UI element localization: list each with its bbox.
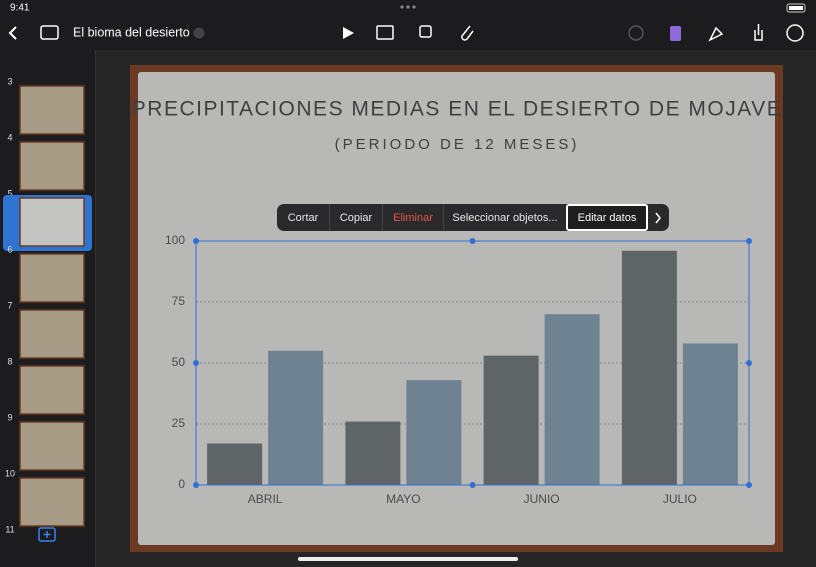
- bar: [207, 443, 263, 485]
- slide-thumbnail[interactable]: [19, 253, 85, 303]
- table-button[interactable]: [376, 25, 394, 40]
- title-menu[interactable]: [193, 27, 205, 39]
- selection-handle[interactable]: [193, 238, 199, 244]
- y-tick-label: 0: [178, 477, 185, 491]
- bar: [682, 343, 738, 485]
- context-menu: Cortar Copiar Eliminar Seleccionar objet…: [277, 204, 669, 231]
- home-indicator: [298, 557, 518, 561]
- shape-button[interactable]: [419, 25, 432, 38]
- bar: [483, 355, 539, 485]
- selection-handle[interactable]: [746, 482, 752, 488]
- menu-item[interactable]: Copiar: [340, 212, 373, 224]
- play-button[interactable]: [343, 27, 354, 39]
- y-tick-label: 25: [172, 416, 186, 430]
- bar: [406, 380, 462, 485]
- menu-highlight: [566, 204, 648, 231]
- selection-handle[interactable]: [469, 238, 476, 244]
- navigator-toggle[interactable]: [40, 25, 59, 40]
- slide-number: 6: [7, 244, 12, 254]
- menu-item[interactable]: Cortar: [288, 212, 319, 224]
- chart-title: PRECIPITACIONES MEDIAS EN EL DESIERTO DE…: [132, 98, 782, 121]
- battery-level: [789, 6, 803, 10]
- add-slide-icon: [43, 531, 51, 538]
- animate-button[interactable]: [708, 26, 724, 42]
- menu-item[interactable]: Eliminar: [393, 212, 433, 224]
- slide-number: 4: [7, 132, 12, 142]
- slide-thumbnail[interactable]: [19, 421, 85, 471]
- slide-number: 7: [7, 300, 12, 310]
- bar: [544, 314, 600, 485]
- slide-thumbnail[interactable]: [19, 141, 85, 191]
- slide-number: 8: [7, 356, 12, 366]
- chart[interactable]: 0 25 50 75 100 ABRIL MAYO JUNIO JULIO: [165, 233, 752, 506]
- x-tick-label: JULIO: [663, 492, 697, 506]
- back-button[interactable]: [8, 26, 17, 40]
- selection-handle[interactable]: [746, 360, 752, 366]
- selection-handle[interactable]: [469, 482, 476, 488]
- menu-item[interactable]: Seleccionar objetos...: [452, 212, 557, 224]
- bar: [621, 250, 677, 485]
- bar: [268, 350, 324, 485]
- more-button[interactable]: [786, 24, 804, 42]
- chart-subtitle: (PERIODO DE 12 MESES): [335, 136, 580, 153]
- slide-thumbnail[interactable]: [19, 309, 85, 359]
- y-tick-label: 100: [165, 233, 185, 247]
- media-button[interactable]: [461, 25, 474, 41]
- menu-separators: [329, 204, 648, 231]
- slide-number: 9: [7, 412, 12, 422]
- slide-number: 10: [5, 468, 15, 478]
- x-tick-label: ABRIL: [248, 492, 283, 506]
- slide-navigator: 3 4 5 6 7 8 9 10 11: [3, 76, 92, 534]
- format-button[interactable]: [670, 26, 681, 41]
- menu-more[interactable]: [655, 212, 661, 224]
- slide-thumbnail[interactable]: [19, 477, 85, 527]
- x-tick-label: JUNIO: [524, 492, 560, 506]
- status-time: 9:41: [10, 3, 30, 14]
- selection-handle[interactable]: [193, 360, 199, 366]
- y-tick-label: 50: [172, 355, 186, 369]
- slide-number: 3: [7, 76, 12, 86]
- bar: [345, 421, 401, 485]
- selection-handle[interactable]: [746, 238, 752, 244]
- x-tick-label: MAYO: [386, 492, 420, 506]
- slide-thumbnail[interactable]: [19, 85, 85, 135]
- slide-thumbnail[interactable]: [19, 197, 85, 247]
- menu-item[interactable]: Editar datos: [578, 212, 637, 224]
- slide-number: 11: [5, 524, 14, 534]
- undo-button[interactable]: [628, 25, 644, 41]
- add-slide-button[interactable]: [38, 527, 56, 542]
- status-dots: [400, 5, 416, 9]
- document-title[interactable]: El bioma del desierto: [73, 25, 190, 39]
- battery: [786, 3, 806, 13]
- slide-thumbnail[interactable]: [19, 365, 85, 415]
- share-button[interactable]: [754, 24, 763, 41]
- selection-handle[interactable]: [193, 482, 199, 488]
- slide-number: 5: [7, 188, 12, 198]
- y-tick-label: 75: [172, 294, 186, 308]
